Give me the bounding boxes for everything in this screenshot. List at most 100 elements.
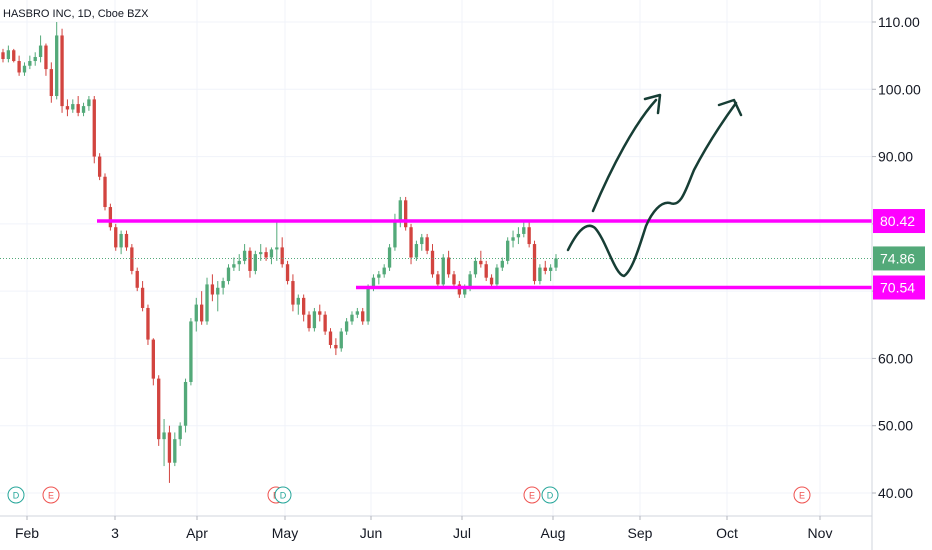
candle-body (387, 247, 392, 268)
y-tick-label: 40.00 (878, 485, 913, 501)
dividend-event-icon[interactable]: D (274, 486, 292, 504)
event-marker-letter: D (547, 491, 554, 501)
candle (6, 45, 11, 63)
candle-body (377, 274, 381, 278)
price-tag-resistance-bg (873, 209, 925, 234)
events-layer: DEEDEDE (7, 486, 811, 504)
candle-body (28, 61, 32, 66)
candle (237, 254, 241, 271)
event-marker-circle (793, 486, 811, 504)
candle (296, 294, 300, 315)
candle-body (506, 240, 510, 261)
candle (436, 270, 440, 288)
candle-body (269, 249, 274, 258)
candle (81, 102, 86, 117)
candle-body (500, 260, 504, 268)
candle-body (38, 45, 43, 57)
x-tick-label: Oct (716, 525, 738, 541)
candle (312, 307, 317, 332)
candle-body (489, 277, 494, 285)
candle-body (44, 45, 48, 70)
candle (484, 260, 488, 282)
candle (441, 254, 445, 288)
earnings-event-icon[interactable]: E (793, 486, 811, 504)
candle (114, 223, 118, 251)
candle-body (130, 247, 134, 271)
candle (344, 318, 349, 335)
dividend-event-icon[interactable]: D (7, 486, 25, 504)
projection-path-2 (591, 98, 658, 213)
candle-body (60, 35, 64, 107)
candle (162, 418, 166, 467)
candle (425, 233, 429, 255)
candle (543, 260, 547, 275)
candle-body (323, 314, 327, 332)
candle (253, 250, 258, 275)
candle-body (140, 287, 145, 308)
candle (446, 250, 451, 278)
dividend-event-icon[interactable]: D (541, 486, 559, 504)
candle-body (366, 287, 370, 322)
candle-body (253, 254, 258, 271)
candle (259, 244, 263, 261)
event-marker-letter: E (799, 491, 805, 501)
candle-body (71, 104, 75, 110)
candle-body (97, 156, 102, 177)
candle-body (33, 56, 37, 62)
candle (355, 307, 360, 319)
candle-body (189, 321, 193, 382)
candle (124, 230, 129, 251)
arrowhead-1 (643, 93, 662, 115)
candle (130, 244, 134, 275)
candle (506, 237, 510, 265)
candle (382, 264, 386, 278)
candle-body (280, 247, 284, 265)
candle-body (199, 304, 204, 322)
candle (409, 223, 413, 265)
price-tag-support-label: 70.54 (880, 280, 915, 296)
candle (516, 227, 521, 245)
candle-body (548, 267, 553, 271)
event-marker-circle (523, 486, 541, 504)
candle-body (87, 99, 91, 107)
candle-body (6, 50, 11, 60)
candles-layer (1, 22, 558, 483)
candle-body (1, 52, 5, 60)
candle-body (119, 233, 123, 248)
candle-body (468, 274, 472, 288)
earnings-event-icon[interactable]: E (523, 486, 541, 504)
candle (361, 307, 365, 325)
candle-body (146, 307, 150, 340)
candle (44, 43, 48, 76)
candle-body (49, 69, 53, 97)
x-tick-label: 3 (111, 525, 119, 541)
price-tag-support-bg (873, 275, 925, 300)
candle (532, 240, 537, 285)
candle (108, 203, 113, 231)
candle-body (65, 106, 70, 110)
y-tick-label: 100.00 (878, 81, 921, 97)
candle-body (554, 258, 558, 268)
price-tag-last-label: 74.86 (880, 250, 915, 266)
candle-body (135, 270, 139, 288)
earnings-event-icon[interactable]: E (42, 486, 60, 504)
candle (527, 220, 531, 248)
candle-body (76, 104, 80, 113)
candle (387, 244, 392, 271)
candle-body (463, 287, 467, 295)
x-tick-label: Sep (628, 525, 653, 541)
candle (280, 237, 284, 268)
candle-body (264, 252, 268, 258)
candle-body (527, 227, 531, 245)
candle (38, 35, 43, 63)
candle-body (371, 277, 376, 288)
candle (404, 196, 408, 231)
candle (173, 432, 177, 467)
annotation-drawings (566, 93, 743, 278)
candle-body (275, 247, 279, 250)
candle-body (12, 50, 16, 62)
candle (17, 55, 21, 76)
candle (194, 297, 198, 332)
candle-body (393, 220, 397, 248)
